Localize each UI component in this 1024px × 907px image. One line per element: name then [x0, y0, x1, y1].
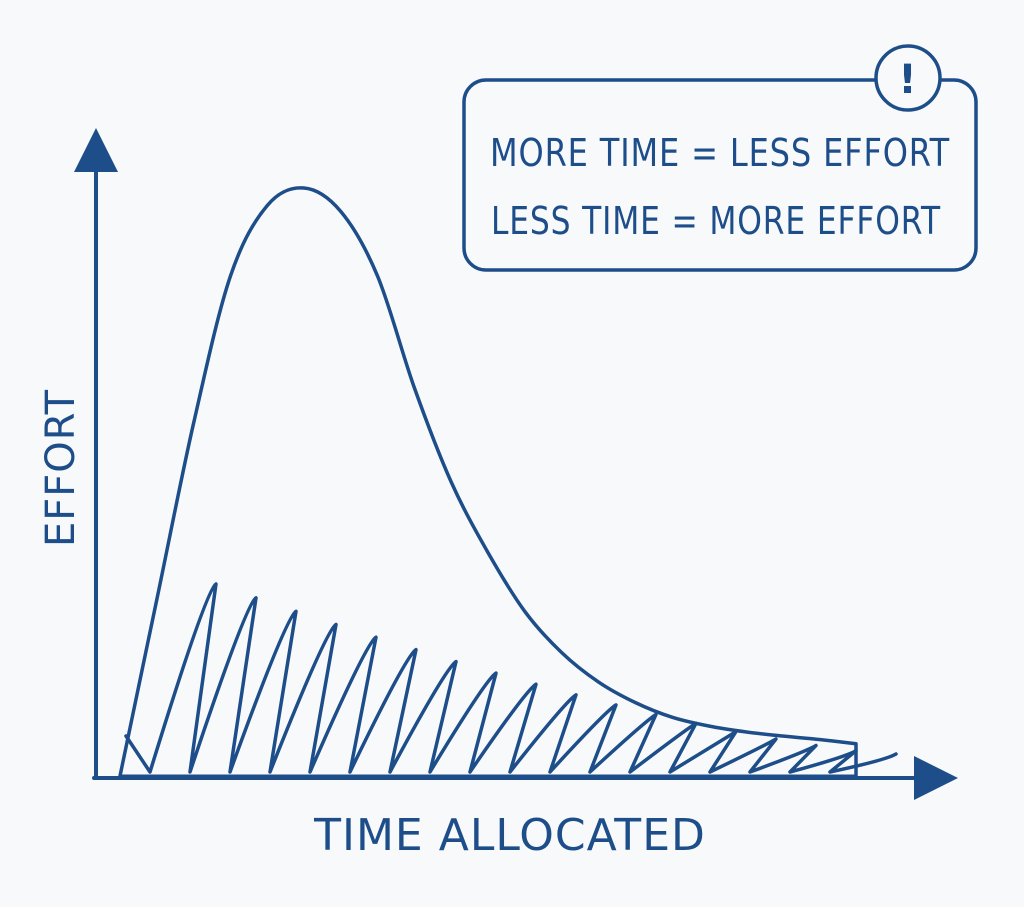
data-point — [817, 738, 821, 742]
x-axis-label: TIME ALLOCATED — [313, 810, 706, 861]
data-point — [780, 734, 784, 738]
series-marks — [118, 186, 858, 778]
data-point — [744, 730, 748, 734]
data-point — [854, 742, 858, 746]
data-point — [412, 386, 416, 390]
callout-box: ! MORE TIME = LESS EFFORT LESS TIME = MO… — [462, 44, 978, 272]
series-line — [118, 186, 858, 778]
shaded-area-hatching — [118, 582, 898, 778]
data-point — [707, 724, 711, 728]
data-point — [192, 421, 196, 425]
data-point — [670, 715, 674, 719]
callout-line-1: MORE TIME = LESS EFFORT — [490, 131, 950, 175]
exclamation-icon — [874, 44, 942, 112]
data-point — [376, 274, 380, 278]
data-point — [302, 186, 306, 190]
data-point — [228, 274, 232, 278]
callout-border — [462, 78, 978, 272]
data-point — [633, 701, 637, 705]
data-point — [118, 774, 122, 778]
data-point — [596, 680, 600, 684]
data-point — [155, 598, 159, 602]
data-point — [265, 204, 269, 208]
callout-line-2: LESS TIME = MORE EFFORT — [491, 199, 941, 243]
y-axis-arrowhead — [74, 128, 118, 172]
data-point — [486, 551, 490, 555]
x-axis-arrowhead — [914, 756, 958, 800]
data-point — [339, 210, 343, 214]
data-point — [560, 651, 564, 655]
y-axis-label: EFFORT — [38, 389, 84, 547]
exclamation-icon-glyph: ! — [898, 57, 917, 103]
data-point — [523, 609, 527, 613]
data-point — [449, 480, 453, 484]
hatch-stroke — [124, 582, 898, 774]
